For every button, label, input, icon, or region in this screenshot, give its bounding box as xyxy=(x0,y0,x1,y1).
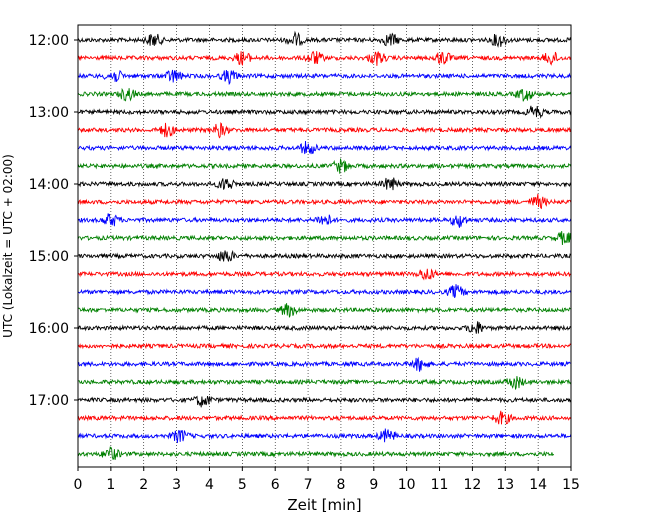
trace-13 xyxy=(77,268,572,281)
y-axis-label: UTC (Lokalzeit = UTC + 02:00) xyxy=(1,154,15,338)
trace-17 xyxy=(77,342,572,350)
grid-lines xyxy=(110,25,539,467)
x-tick-label-11: 11 xyxy=(431,477,449,493)
trace-15 xyxy=(77,303,571,318)
x-tick-label-9: 9 xyxy=(369,477,378,493)
trace-21 xyxy=(77,410,572,425)
x-tick-label-1: 1 xyxy=(106,477,115,493)
trace-3 xyxy=(77,87,572,102)
trace-14 xyxy=(77,284,572,298)
x-tick-label-4: 4 xyxy=(205,477,214,493)
trace-12 xyxy=(77,249,572,262)
x-axis: 0 1 2 3 4 5 6 7 8 9 10 11 12 13 14 15 xyxy=(74,467,580,493)
trace-8 xyxy=(77,177,572,191)
x-tick-label-8: 8 xyxy=(336,477,345,493)
plot-frame xyxy=(77,24,572,468)
x-tick-label-14: 14 xyxy=(529,477,547,493)
x-tick-label-12: 12 xyxy=(463,477,481,493)
y-tick-label-4: 16:00 xyxy=(29,321,69,337)
trace-7 xyxy=(77,158,572,174)
trace-16 xyxy=(77,321,572,334)
trace-2 xyxy=(77,69,572,86)
x-tick-label-10: 10 xyxy=(398,477,416,493)
x-tick-label-2: 2 xyxy=(139,477,148,493)
trace-5 xyxy=(77,122,572,139)
trace-0 xyxy=(77,30,572,48)
trace-18 xyxy=(77,356,571,372)
y-tick-label-2: 14:00 xyxy=(29,177,69,193)
trace-4 xyxy=(77,105,572,119)
x-tick-label-15: 15 xyxy=(562,477,580,493)
trace-6 xyxy=(77,140,572,155)
x-tick-label-13: 13 xyxy=(496,477,514,493)
y-tick-label-0: 12:00 xyxy=(29,33,69,49)
trace-9 xyxy=(77,193,572,210)
trace-11 xyxy=(77,231,572,246)
trace-1 xyxy=(77,50,572,66)
x-tick-label-7: 7 xyxy=(304,477,313,493)
seismogram-traces xyxy=(77,30,572,460)
y-tick-label-5: 17:00 xyxy=(29,393,69,409)
x-tick-label-6: 6 xyxy=(271,477,280,493)
x-tick-label-0: 0 xyxy=(74,477,83,493)
trace-23 xyxy=(77,446,555,460)
x-axis-label: Zeit [min] xyxy=(287,496,361,514)
trace-22 xyxy=(77,428,572,444)
x-tick-label-5: 5 xyxy=(238,477,247,493)
trace-10 xyxy=(77,213,572,228)
y-tick-label-3: 15:00 xyxy=(29,249,69,265)
y-tick-label-1: 13:00 xyxy=(29,105,69,121)
x-tick-label-3: 3 xyxy=(172,477,181,493)
trace-20 xyxy=(77,395,572,408)
y-axis: 12:00 13:00 14:00 15:00 16:00 17:00 xyxy=(29,33,78,409)
trace-19 xyxy=(77,376,572,390)
